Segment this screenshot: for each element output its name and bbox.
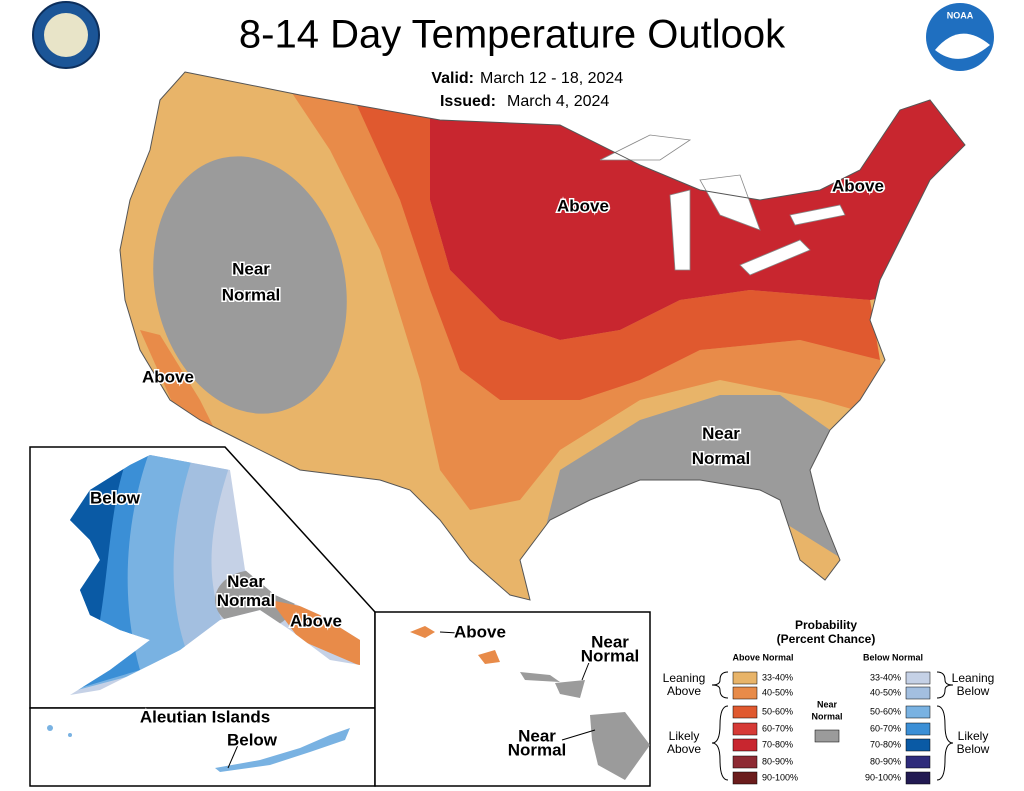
- legend-near-label: Near: [817, 699, 838, 709]
- legend-swatch: [732, 671, 758, 685]
- legend-range: 50-60%: [870, 706, 901, 716]
- noaa-text: NOAA: [947, 10, 974, 20]
- map-label: Above: [832, 176, 884, 195]
- legend-swatch: [732, 755, 758, 769]
- noaa-bird: [935, 33, 990, 59]
- region-40-50: [140, 90, 890, 510]
- valid-label: Valid:: [431, 70, 474, 87]
- map-label: Normal: [222, 285, 281, 304]
- issued-date: March 4, 2024: [507, 93, 609, 110]
- legend-swatch: [905, 722, 931, 736]
- map-label: Near: [232, 259, 270, 278]
- kauai: [410, 626, 435, 638]
- map-label: Normal: [508, 740, 567, 759]
- big-island: [590, 712, 650, 780]
- legend-swatch: [905, 686, 931, 700]
- issued-label: Issued:: [440, 93, 496, 110]
- leader-lines: [227, 631, 596, 769]
- legend-swatch: [732, 771, 758, 785]
- legend-swatch: [905, 738, 931, 752]
- legend-swatch: [732, 738, 758, 752]
- legend-swatch: [905, 755, 931, 769]
- legend-range: 40-50%: [870, 687, 901, 697]
- legend-range: 70-80%: [870, 739, 901, 749]
- legend-near-label: Normal: [811, 711, 842, 721]
- legend-swatch: [732, 705, 758, 719]
- maui-molokai: [520, 672, 585, 698]
- legend-range: 33-40%: [870, 672, 901, 682]
- legend-group: Below: [957, 742, 990, 756]
- legend-group: Likely: [669, 729, 700, 743]
- legend-swatch: [905, 671, 931, 685]
- commerce-seal-inner: [44, 13, 88, 57]
- legend-range: 40-50%: [762, 687, 793, 697]
- map-label: Near: [591, 632, 629, 651]
- great-lakes: [599, 134, 846, 276]
- region-near-west: [153, 156, 347, 414]
- legend-group: Below: [957, 684, 990, 698]
- map-label: Aleutian Islands: [140, 707, 270, 726]
- valid-dates: March 12 - 18, 2024: [480, 70, 623, 87]
- legend-range: 70-80%: [762, 739, 793, 749]
- map-label: Near: [702, 424, 740, 443]
- legend-below-heading: Below Normal: [863, 652, 923, 662]
- region-50-60: [350, 90, 880, 400]
- map-label: Near: [227, 572, 265, 591]
- legend-near-swatch: [814, 729, 840, 743]
- map-label: Above: [557, 196, 609, 215]
- legend-group: Above: [667, 742, 701, 756]
- legend-group: Likely: [958, 729, 989, 743]
- legend-range: 50-60%: [762, 706, 793, 716]
- legend-title: (Percent Chance): [777, 632, 876, 646]
- hawaii-islands: [410, 626, 650, 780]
- legend-range: 33-40%: [762, 672, 793, 682]
- oahu: [478, 650, 500, 664]
- legend-swatch: [732, 686, 758, 700]
- map-label: Above: [142, 367, 194, 386]
- title: 8-14 Day Temperature Outlook: [239, 13, 786, 57]
- map-label: Normal: [692, 449, 751, 468]
- legend-range: 90-100%: [865, 772, 901, 782]
- legend-group: Leaning: [952, 671, 995, 685]
- legend-range: 80-90%: [762, 756, 793, 766]
- conus-outline: [119, 71, 966, 601]
- map-label: Above: [290, 611, 342, 630]
- legend-range: 60-70%: [762, 723, 793, 733]
- map-label: Below: [90, 488, 141, 507]
- legend-swatch: [905, 771, 931, 785]
- map-label: Normal: [581, 646, 640, 665]
- legend-swatch: [905, 705, 931, 719]
- legend-range: 60-70%: [870, 723, 901, 733]
- legend-swatch: [732, 722, 758, 736]
- legend-range: 80-90%: [870, 756, 901, 766]
- map-label: Below: [227, 730, 278, 749]
- legend-group: Leaning: [663, 671, 706, 685]
- map-label: Above: [454, 622, 506, 641]
- map-label: Near: [518, 726, 556, 745]
- legend-above-heading: Above Normal: [732, 652, 793, 662]
- legend-group: Above: [667, 684, 701, 698]
- legend-brackets: [711, 671, 954, 781]
- map-label: Normal: [217, 591, 276, 610]
- legend-range: 90-100%: [762, 772, 798, 782]
- legend-title: Probability: [795, 618, 857, 632]
